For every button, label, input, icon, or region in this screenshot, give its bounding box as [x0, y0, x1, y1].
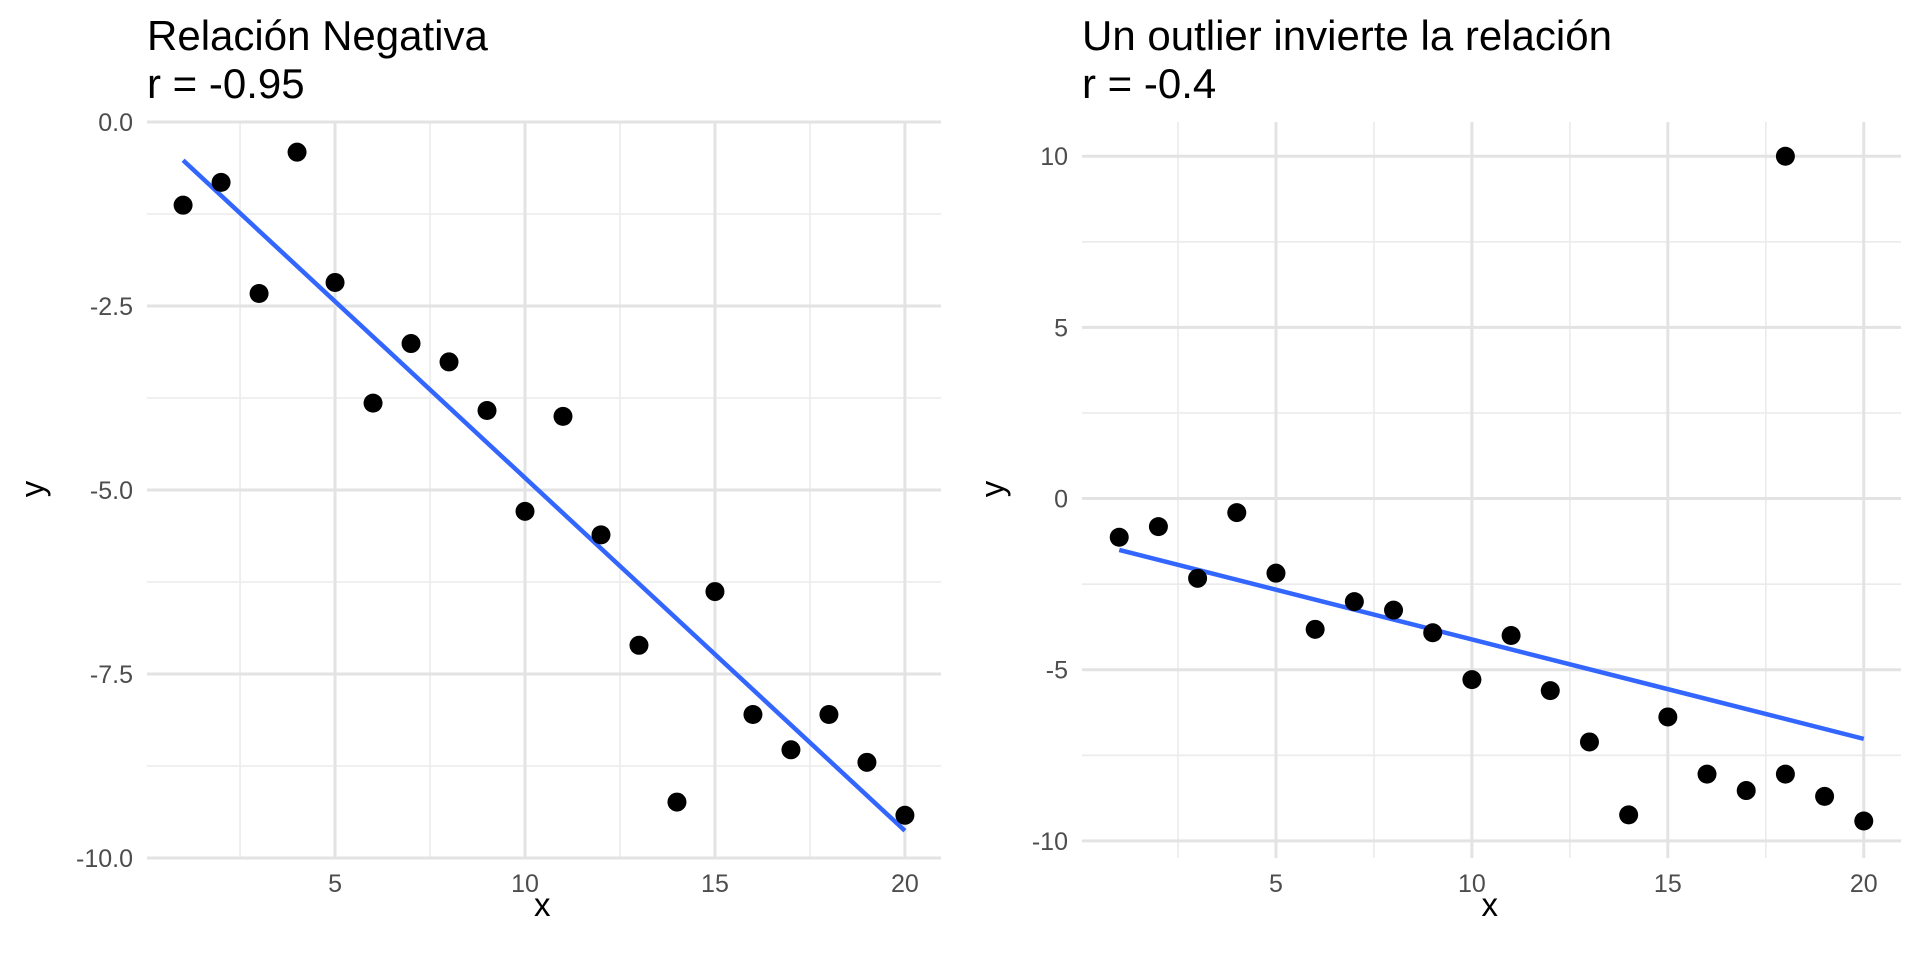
data-point — [1227, 503, 1247, 523]
x-tick-label: 10 — [1458, 870, 1486, 898]
y-axis-title: y — [973, 480, 1011, 498]
data-point — [1462, 670, 1482, 690]
y-tick-label: 0 — [1054, 486, 1068, 514]
data-point — [819, 704, 839, 724]
panel-outlier: 5 10 15 20 -10 -5 0 5 10 Un outlier invierte la … — [960, 0, 1920, 960]
data-point — [1736, 781, 1756, 801]
data-point — [1344, 592, 1364, 612]
data-point — [857, 752, 877, 772]
x-tick-label: 20 — [1850, 870, 1878, 898]
data-point — [895, 805, 915, 825]
data-point — [1501, 625, 1521, 645]
y-tick-label: -2.5 — [90, 293, 133, 321]
data-point — [629, 635, 649, 655]
data-point — [1854, 811, 1874, 831]
data-point — [1423, 623, 1443, 643]
y-tick-label: -10 — [1032, 828, 1068, 856]
data-point — [1109, 527, 1129, 547]
fit-line — [181, 158, 907, 833]
y-tick-label: 0.0 — [98, 109, 133, 137]
data-point — [1305, 619, 1325, 639]
data-point — [1775, 764, 1795, 784]
x-tick-label: 5 — [328, 870, 342, 898]
data-point — [1815, 786, 1835, 806]
x-axis-title: x — [1481, 886, 1499, 923]
panel-negative-relation: 5 10 15 20 -10.0 -7.5 -5.0 -2.5 0.0 Relación Neg… — [13, 12, 941, 923]
data-point — [553, 406, 573, 426]
data-point — [1188, 568, 1208, 588]
x-tick-label: 5 — [1269, 870, 1283, 898]
x-tick-label: 15 — [1654, 870, 1682, 898]
chart-title: Un outlier invierte la relación — [1082, 12, 1612, 59]
data-point — [439, 352, 459, 372]
gridlines — [147, 120, 941, 860]
plot-outlier: 5 10 15 20 -10 -5 0 5 10 — [1032, 122, 1901, 898]
data-point — [173, 195, 193, 215]
data-point — [743, 704, 763, 724]
x-tick-label: 10 — [511, 870, 539, 898]
data-point — [705, 582, 725, 602]
chart-title: Relación Negativa — [147, 12, 488, 59]
data-point — [211, 172, 231, 192]
data-point — [1619, 805, 1639, 825]
x-tick-label: 15 — [701, 870, 729, 898]
plot-negative-relation: 5 10 15 20 -10.0 -7.5 -5.0 -2.5 0.0 — [76, 109, 941, 898]
data-point — [287, 142, 307, 162]
data-point — [1540, 681, 1560, 701]
y-tick-label: -10.0 — [76, 845, 133, 873]
data-point — [1266, 563, 1286, 583]
data-point — [363, 393, 383, 413]
fit-line — [1118, 547, 1865, 742]
data-point — [477, 401, 497, 421]
data-point — [591, 525, 611, 545]
data-point — [1148, 517, 1168, 537]
data-point — [1658, 707, 1678, 727]
data-point — [1697, 764, 1717, 784]
data-point — [249, 283, 269, 303]
data-point — [1384, 600, 1404, 620]
y-axis-title: y — [13, 480, 51, 498]
chart-subtitle: r = -0.4 — [1082, 60, 1217, 107]
y-tick-label: -5 — [1046, 657, 1068, 685]
gridlines — [1082, 122, 1901, 858]
data-point — [515, 501, 535, 521]
chart-subtitle: r = -0.95 — [147, 60, 305, 107]
y-tick-label: 10 — [1040, 143, 1068, 171]
data-point — [781, 740, 801, 760]
y-tick-label: -7.5 — [90, 661, 133, 689]
data-point — [1579, 732, 1599, 752]
x-tick-label: 20 — [891, 870, 919, 898]
y-tick-label: -5.0 — [90, 477, 133, 505]
data-point — [401, 334, 421, 354]
x-axis-title: x — [534, 886, 551, 923]
data-point — [325, 272, 345, 292]
y-tick-label: 5 — [1054, 314, 1068, 342]
data-point — [667, 792, 687, 812]
data-point — [1775, 146, 1795, 166]
